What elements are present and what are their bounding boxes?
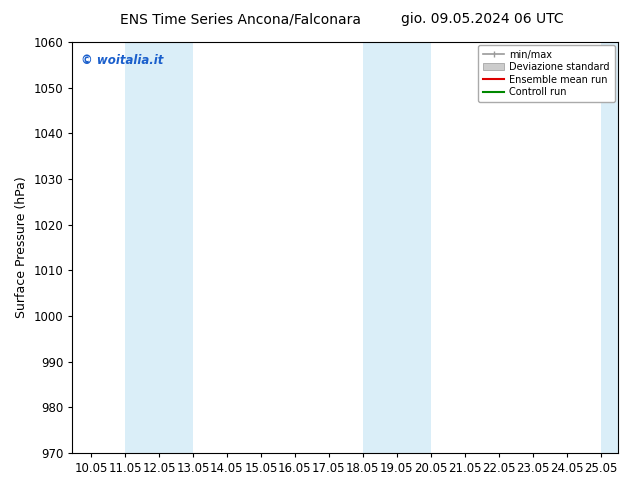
Legend: min/max, Deviazione standard, Ensemble mean run, Controll run: min/max, Deviazione standard, Ensemble m… — [478, 45, 615, 102]
Y-axis label: Surface Pressure (hPa): Surface Pressure (hPa) — [15, 176, 28, 318]
Bar — [363, 42, 430, 453]
Text: gio. 09.05.2024 06 UTC: gio. 09.05.2024 06 UTC — [401, 12, 563, 26]
Text: ENS Time Series Ancona/Falconara: ENS Time Series Ancona/Falconara — [120, 12, 361, 26]
Bar — [125, 42, 193, 453]
Text: © woitalia.it: © woitalia.it — [81, 54, 163, 68]
Bar — [600, 42, 618, 453]
